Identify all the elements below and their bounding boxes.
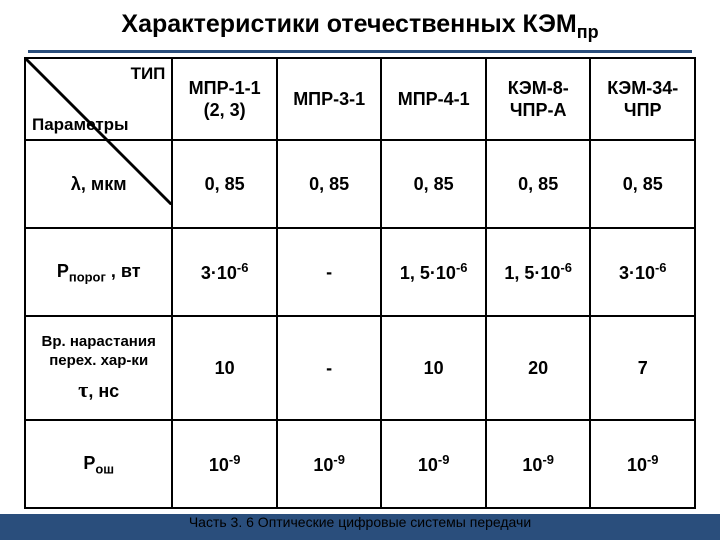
table-wrap: ТИП Параметры МПР-1-1(2, 3) МПР-3-1 МПР-… [0,57,720,509]
col-header: КЭМ-34-ЧПР [590,58,695,140]
corner-cell: ТИП Параметры [25,58,172,140]
table-cell: 10-9 [381,420,486,508]
table-row: Вр. нарастанияперех. хар-киτ, нс10-10207 [25,316,695,420]
corner-bottom-label: Параметры [32,114,129,135]
table-cell: 20 [486,316,591,420]
row-label: Рош [25,420,172,508]
table-head: ТИП Параметры МПР-1-1(2, 3) МПР-3-1 МПР-… [25,58,695,140]
row-label: Вр. нарастанияперех. хар-киτ, нс [25,316,172,420]
table-cell: 0, 85 [486,140,591,228]
col-header: МПР-3-1 [277,58,382,140]
table-cell: 0, 85 [590,140,695,228]
col-header: КЭМ-8-ЧПР-А [486,58,591,140]
page-title: Характеристики отечественных КЭМпр [28,8,692,53]
col-header: МПР-1-1(2, 3) [172,58,277,140]
table-cell: - [277,228,382,316]
table-cell: - [277,316,382,420]
header-row: ТИП Параметры МПР-1-1(2, 3) МПР-3-1 МПР-… [25,58,695,140]
footer-caption: Часть 3. 6 Оптические цифровые системы п… [0,514,720,530]
table-cell: 10-9 [590,420,695,508]
table-cell: 1, 5·10-6 [381,228,486,316]
table-cell: 10 [172,316,277,420]
spec-table: ТИП Параметры МПР-1-1(2, 3) МПР-3-1 МПР-… [24,57,696,509]
table-cell: 0, 85 [381,140,486,228]
table-cell: 10-9 [277,420,382,508]
table-cell: 3·10-6 [172,228,277,316]
row-label: λ, мкм [25,140,172,228]
table-cell: 7 [590,316,695,420]
slide-root: { "title_html": "Характеристики отечеств… [0,0,720,540]
table-body: λ, мкм0, 850, 850, 850, 850, 85Рпорог , … [25,140,695,508]
corner-top-label: ТИП [131,63,166,84]
table-row: Рпорог , вт3·10-6-1, 5·10-61, 5·10-63·10… [25,228,695,316]
title-area: Характеристики отечественных КЭМпр [0,0,720,57]
col-header: МПР-4-1 [381,58,486,140]
table-cell: 0, 85 [277,140,382,228]
table-cell: 10-9 [172,420,277,508]
table-cell: 1, 5·10-6 [486,228,591,316]
table-cell: 0, 85 [172,140,277,228]
table-cell: 10-9 [486,420,591,508]
table-cell: 3·10-6 [590,228,695,316]
table-row: λ, мкм0, 850, 850, 850, 850, 85 [25,140,695,228]
row-label: Рпорог , вт [25,228,172,316]
table-row: Рош10-910-910-910-910-9 [25,420,695,508]
table-cell: 10 [381,316,486,420]
